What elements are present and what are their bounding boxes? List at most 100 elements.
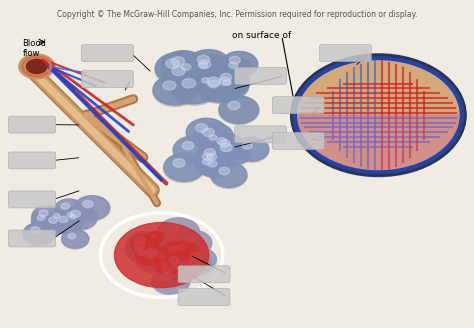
FancyBboxPatch shape bbox=[273, 97, 324, 113]
Circle shape bbox=[160, 273, 172, 281]
Circle shape bbox=[219, 97, 259, 125]
Circle shape bbox=[156, 259, 180, 276]
Circle shape bbox=[135, 236, 145, 243]
FancyBboxPatch shape bbox=[9, 152, 55, 169]
Circle shape bbox=[221, 52, 258, 78]
Circle shape bbox=[219, 167, 230, 175]
Circle shape bbox=[42, 213, 72, 234]
Circle shape bbox=[200, 150, 233, 173]
Circle shape bbox=[219, 77, 230, 85]
Circle shape bbox=[201, 156, 232, 177]
Circle shape bbox=[199, 60, 211, 69]
Circle shape bbox=[183, 255, 213, 276]
Circle shape bbox=[196, 144, 233, 170]
Circle shape bbox=[173, 241, 198, 258]
Circle shape bbox=[161, 262, 168, 267]
Circle shape bbox=[159, 255, 164, 259]
Circle shape bbox=[167, 247, 175, 253]
Circle shape bbox=[211, 139, 252, 167]
Circle shape bbox=[165, 242, 193, 262]
Circle shape bbox=[188, 50, 230, 78]
FancyBboxPatch shape bbox=[235, 126, 286, 143]
Circle shape bbox=[222, 58, 252, 79]
Circle shape bbox=[130, 235, 158, 255]
Circle shape bbox=[171, 57, 185, 66]
Circle shape bbox=[169, 256, 179, 263]
Circle shape bbox=[68, 233, 76, 239]
Circle shape bbox=[212, 68, 249, 94]
Circle shape bbox=[138, 244, 175, 270]
Circle shape bbox=[146, 249, 157, 256]
Circle shape bbox=[165, 241, 193, 261]
Circle shape bbox=[211, 136, 247, 160]
Circle shape bbox=[70, 210, 81, 217]
Circle shape bbox=[135, 244, 177, 273]
Circle shape bbox=[171, 262, 181, 268]
FancyBboxPatch shape bbox=[319, 45, 371, 62]
Circle shape bbox=[187, 51, 230, 80]
Circle shape bbox=[195, 155, 227, 177]
Circle shape bbox=[192, 58, 221, 78]
Circle shape bbox=[31, 212, 57, 229]
Circle shape bbox=[229, 56, 240, 64]
Circle shape bbox=[67, 213, 73, 217]
Circle shape bbox=[62, 206, 97, 231]
Circle shape bbox=[163, 81, 176, 90]
Circle shape bbox=[202, 128, 214, 136]
Circle shape bbox=[219, 96, 259, 123]
Circle shape bbox=[208, 80, 219, 88]
Circle shape bbox=[32, 206, 64, 228]
Circle shape bbox=[65, 213, 85, 226]
Circle shape bbox=[136, 246, 164, 265]
Circle shape bbox=[202, 153, 213, 160]
Circle shape bbox=[172, 241, 198, 259]
Circle shape bbox=[221, 58, 252, 80]
Circle shape bbox=[211, 162, 247, 187]
Circle shape bbox=[189, 55, 230, 84]
Circle shape bbox=[220, 143, 232, 152]
Circle shape bbox=[154, 253, 173, 267]
Circle shape bbox=[193, 123, 234, 152]
Circle shape bbox=[27, 59, 47, 73]
Circle shape bbox=[219, 140, 230, 147]
Circle shape bbox=[210, 72, 249, 98]
Circle shape bbox=[147, 232, 164, 243]
Circle shape bbox=[173, 159, 185, 167]
Circle shape bbox=[147, 247, 153, 251]
Circle shape bbox=[173, 137, 213, 165]
FancyBboxPatch shape bbox=[273, 133, 324, 149]
Circle shape bbox=[212, 135, 246, 159]
Circle shape bbox=[183, 248, 217, 272]
Circle shape bbox=[220, 73, 232, 81]
Circle shape bbox=[156, 259, 179, 275]
Circle shape bbox=[162, 253, 194, 275]
Circle shape bbox=[59, 216, 68, 223]
Circle shape bbox=[162, 252, 194, 274]
Circle shape bbox=[189, 54, 230, 83]
Circle shape bbox=[23, 223, 56, 246]
Circle shape bbox=[172, 245, 180, 251]
Circle shape bbox=[199, 62, 208, 68]
Circle shape bbox=[155, 53, 201, 86]
Circle shape bbox=[174, 60, 206, 82]
Circle shape bbox=[115, 222, 209, 288]
FancyBboxPatch shape bbox=[9, 116, 55, 133]
Circle shape bbox=[191, 252, 201, 259]
Circle shape bbox=[211, 69, 250, 95]
Circle shape bbox=[207, 77, 220, 86]
Circle shape bbox=[19, 54, 55, 79]
Circle shape bbox=[234, 138, 269, 162]
Circle shape bbox=[134, 242, 145, 249]
Circle shape bbox=[208, 161, 217, 167]
Circle shape bbox=[197, 71, 242, 102]
Circle shape bbox=[49, 217, 57, 223]
Circle shape bbox=[161, 243, 189, 262]
Circle shape bbox=[125, 237, 162, 262]
Circle shape bbox=[151, 234, 156, 237]
Circle shape bbox=[145, 250, 157, 258]
FancyBboxPatch shape bbox=[82, 45, 133, 62]
Circle shape bbox=[176, 231, 212, 256]
Circle shape bbox=[42, 214, 72, 235]
Circle shape bbox=[196, 74, 222, 92]
Circle shape bbox=[48, 211, 71, 227]
